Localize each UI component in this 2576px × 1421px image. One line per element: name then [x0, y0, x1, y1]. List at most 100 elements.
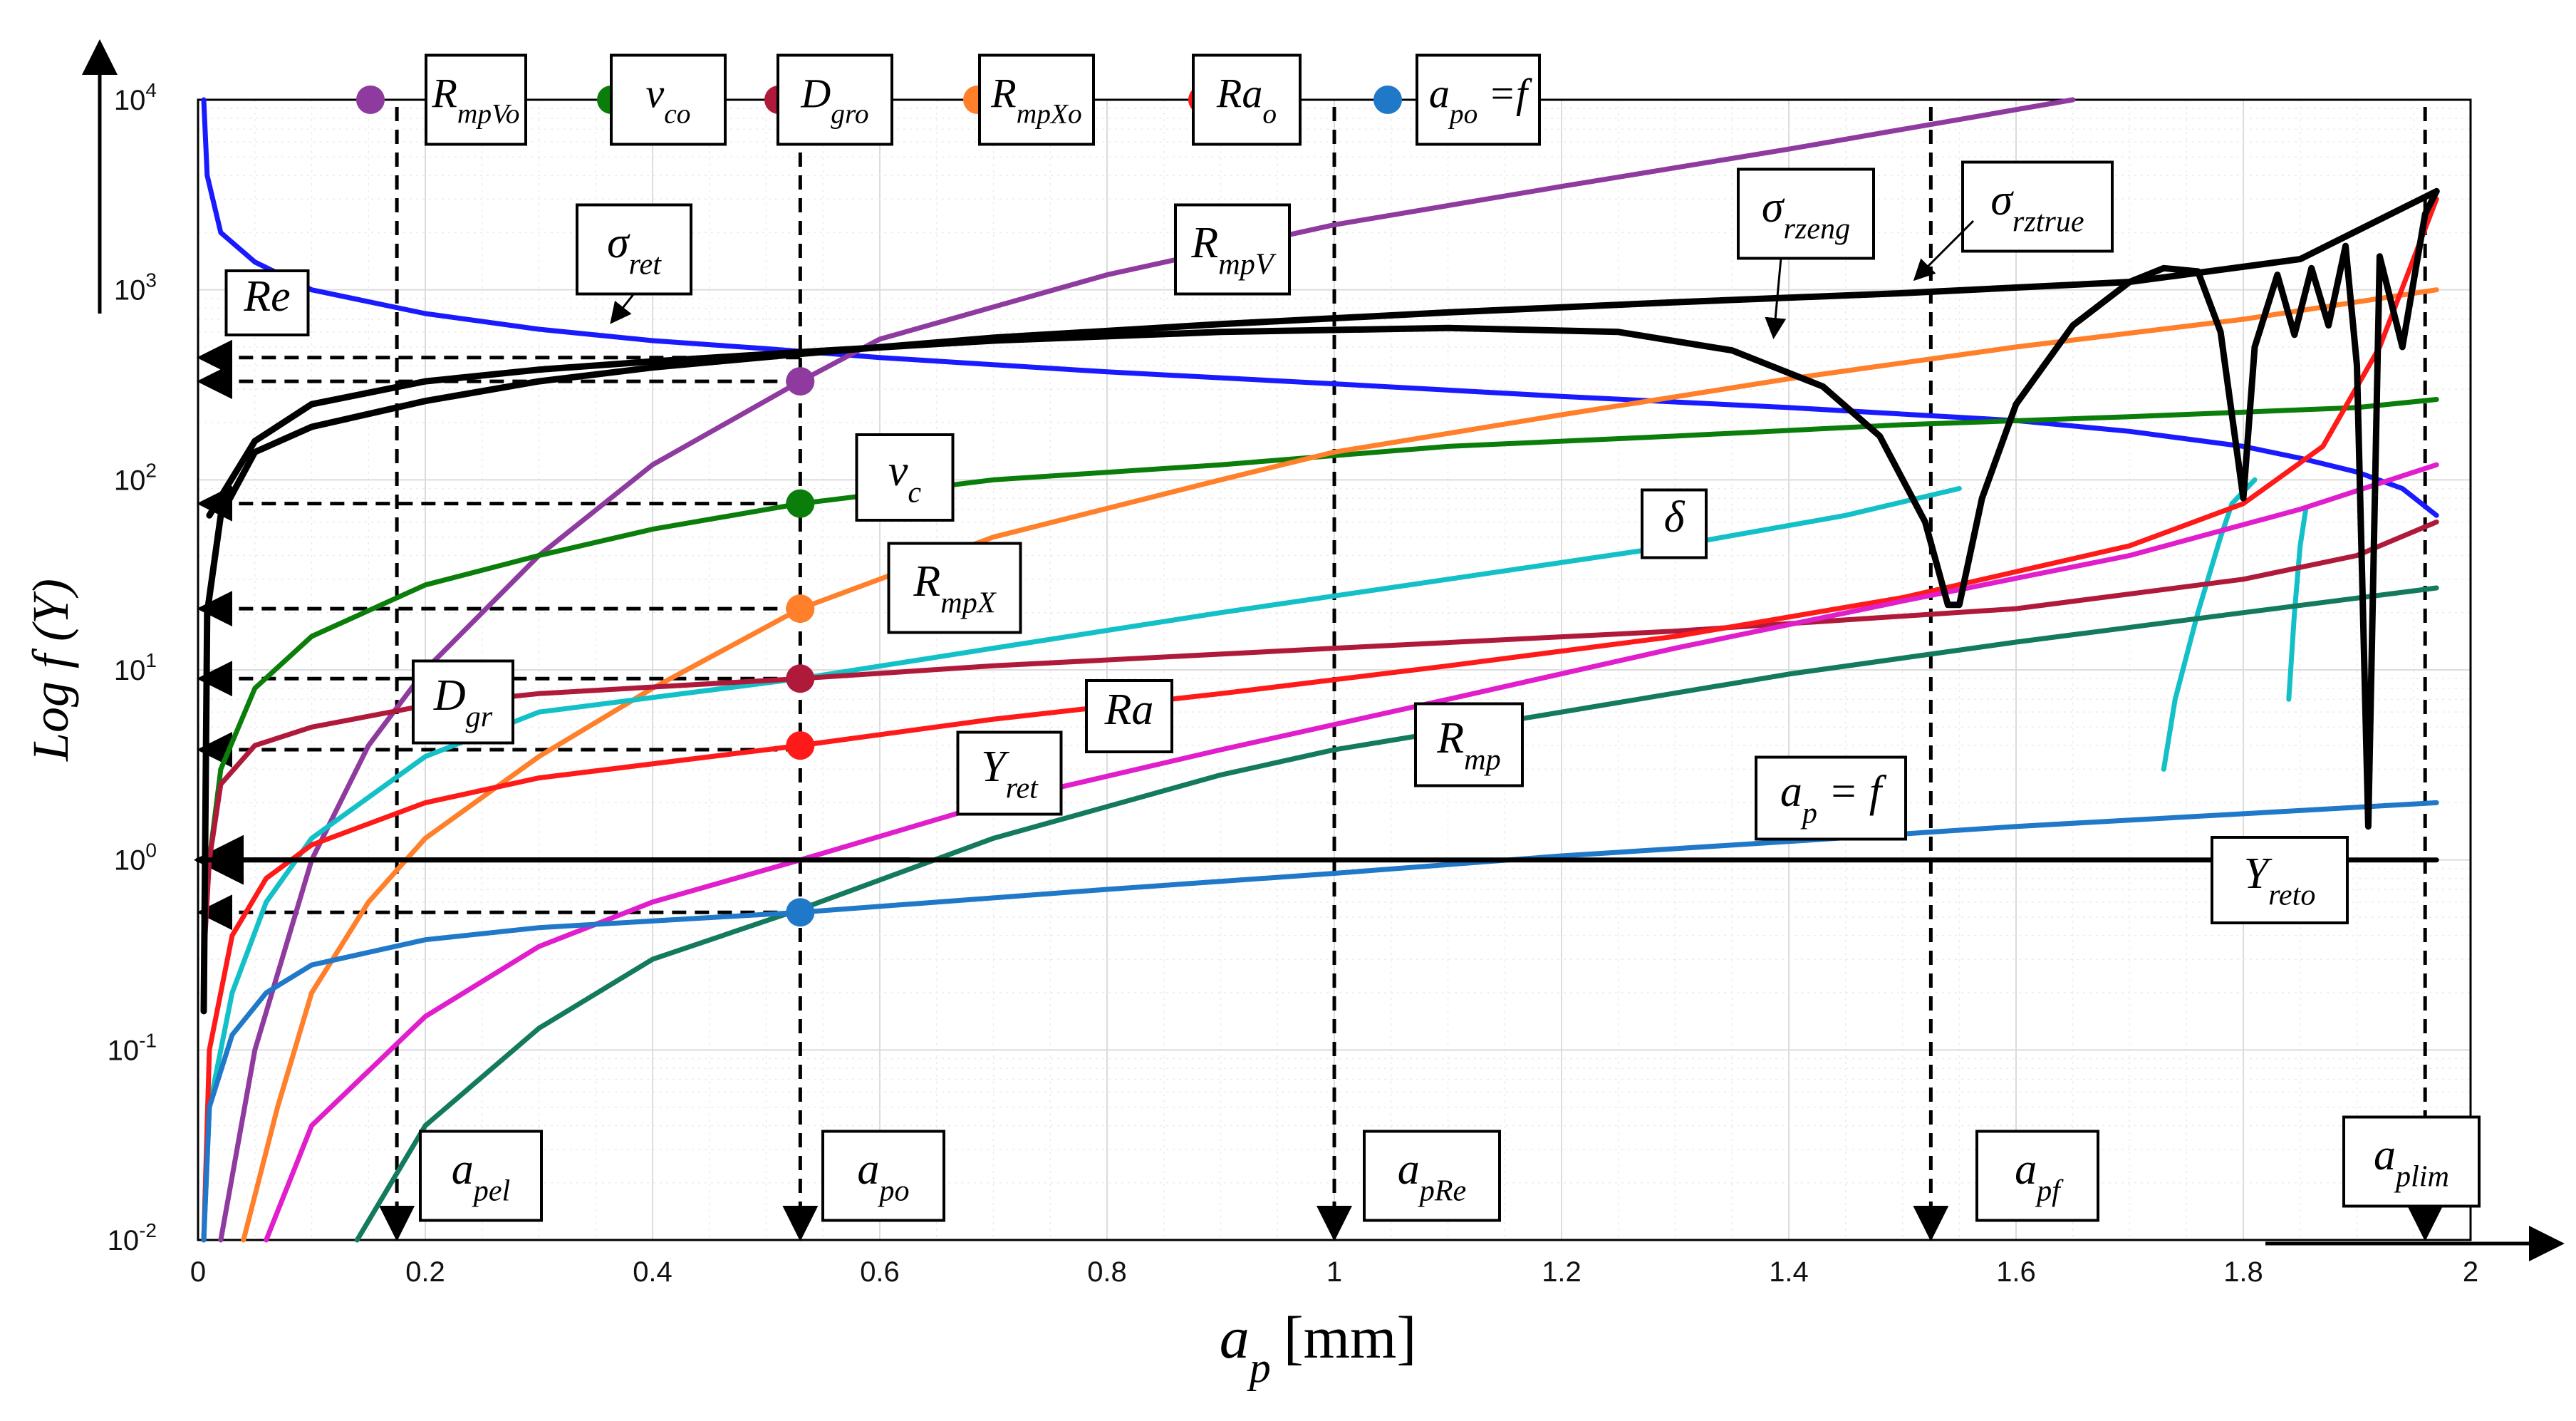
marker-d-gro: [786, 664, 815, 693]
curve-label-3-main: σ: [1762, 183, 1785, 232]
curve-label-1: σret: [576, 203, 692, 296]
bottom-label-3-text: apf: [2015, 1145, 2064, 1208]
series-delta-branch-1: [2161, 477, 2258, 772]
marker-a-po: [786, 898, 815, 927]
legend-marker-5: [1373, 86, 1402, 114]
bottom-label-1-sub: po: [877, 1174, 909, 1208]
curve-label-13-main: Y: [2244, 849, 2273, 898]
legend-entry-5-box: [1416, 53, 1541, 146]
x-tick-labels: 0 0.2 0.4 0.6 0.8 1 1.2 1.4 1.6 1.8 2: [190, 1256, 2478, 1288]
curve-label-2-text: RmpV: [1190, 219, 1276, 281]
curve-label-2-sub: mpV: [1218, 248, 1277, 281]
legend-entry-3-main: R: [990, 70, 1016, 116]
bottom-label-4: aplim: [2342, 1115, 2481, 1208]
legend-entry-5-main: a: [1429, 70, 1450, 116]
bottom-label-3-sub: pf: [2035, 1174, 2064, 1208]
curve-label-5-main: v: [888, 447, 908, 495]
curve-label-8-box: [412, 659, 514, 745]
curve-label-3-text: σrzeng: [1762, 183, 1850, 246]
x-axis-title-unit: [mm]: [1284, 1305, 1417, 1371]
curve-label-12-text: ap = f: [1780, 768, 1887, 830]
y-tick-label: 104: [114, 79, 157, 116]
legend-entry-0-text: RmpVo: [431, 70, 519, 129]
y-axis-title: Log f (Y): [22, 579, 79, 762]
legend-entry-2-text: Dgro: [800, 70, 868, 129]
series-r-mp: [354, 585, 2439, 1243]
bottom-label-0-box: [419, 1130, 543, 1222]
curve-label-9-text: Ra: [1104, 686, 1154, 734]
marker-ra-o: [786, 731, 815, 760]
x-tick-label: 0.8: [1087, 1256, 1127, 1288]
legend-entry-3: RmpXo: [978, 53, 1095, 146]
curve-label-5: vc: [855, 433, 955, 522]
legend-entry-4-main: Ra: [1216, 70, 1262, 116]
legend-entry-3-sub: mpXo: [1017, 98, 1082, 129]
curve-label-12-main: a: [1780, 768, 1802, 816]
series-delta-branch-2: [2286, 507, 2309, 702]
curve-label-12-sub: p: [1800, 797, 1817, 830]
x-tick-label: 1.8: [2223, 1256, 2263, 1288]
curve-label-4: σrztrue: [1961, 160, 2114, 253]
curve-label-11-box: [1414, 702, 1524, 787]
bottom-label-2-text: apRe: [1398, 1145, 1467, 1208]
bottom-label-3-main: a: [2015, 1145, 2037, 1194]
series-delta: [201, 486, 1962, 1243]
curve-label-9-main: Ra: [1104, 686, 1154, 734]
legend-marker-0: [356, 86, 385, 114]
curve-label-10-text: Yret: [981, 743, 1039, 805]
legend-entry-5-sub: po: [1448, 98, 1477, 129]
curve-label-2-main: R: [1190, 219, 1218, 267]
series-sigma-rzeng: [206, 187, 2440, 830]
bottom-label-0: apel: [419, 1130, 543, 1222]
callout-sigma-rzeng: [1765, 257, 1787, 339]
curve-label-0-box: [224, 269, 310, 336]
x-tick-label: 1: [1326, 1256, 1342, 1288]
curve-label-8: Dgr: [412, 659, 514, 745]
curve-label-10-sub: ret: [1006, 772, 1039, 805]
curve-label-1-text: σret: [607, 219, 662, 281]
x-tick-label: 0: [190, 1256, 206, 1288]
curve-label-7-sub: mpX: [940, 587, 997, 620]
legend-entry-1-main: v: [646, 70, 665, 116]
y-tick-exponent: 3: [145, 269, 157, 291]
curve-label-6-main: δ: [1664, 493, 1686, 542]
bottom-label-3-box: [1975, 1130, 2099, 1222]
curve-label-5-sub: c: [908, 476, 921, 510]
marker-r-mpvo: [786, 367, 815, 396]
curve-label-0-main: Re: [243, 272, 290, 321]
legend-entry-1-box: [610, 53, 727, 146]
curve-label-5-text: vc: [888, 447, 922, 510]
curve-label-7-main: R: [913, 557, 940, 606]
curve-label-12: ap = f: [1755, 755, 1907, 841]
curve-label-10-box: [956, 730, 1063, 816]
curve-label-12-suffix: = f: [1817, 768, 1887, 816]
x-tick-label: 1.6: [1996, 1256, 2036, 1288]
x-axis-title-sub: p: [1247, 1344, 1271, 1391]
x-axis-title: ap [mm]: [1220, 1305, 1417, 1391]
curve-label-13-text: Yreto: [2244, 849, 2316, 912]
legend-entry-0-main: R: [431, 70, 457, 116]
legend-entry-4-text: Rao: [1216, 70, 1277, 129]
legend-entry-1-text: vco: [646, 70, 691, 129]
bottom-label-2: apRe: [1363, 1130, 1501, 1222]
curve-label-1-main: σ: [607, 219, 630, 267]
curve-label-8-sub: gr: [466, 701, 493, 734]
legend-entry-2-box: [777, 53, 893, 146]
bottom-label-3: apf: [1975, 1130, 2099, 1222]
curve-label-10: Yret: [956, 730, 1063, 816]
legend-entry-2-main: D: [800, 70, 831, 116]
legend-entry-3-box: [978, 53, 1095, 146]
x-tick-label: 0.6: [860, 1256, 900, 1288]
legend-entry-4-sub: o: [1262, 98, 1277, 129]
bottom-label-1-main: a: [857, 1145, 879, 1194]
x-axis-title-main: a: [1220, 1305, 1250, 1371]
curve-label-13-sub: reto: [2268, 879, 2315, 912]
bottom-label-2-box: [1363, 1130, 1501, 1222]
curve-label-0-text: Re: [243, 272, 290, 321]
curve-label-5-box: [855, 433, 955, 522]
y-tick-exponent: 2: [145, 459, 157, 481]
curve-label-4-main: σ: [1990, 176, 2014, 224]
curve-label-10-main: Y: [981, 743, 1009, 791]
